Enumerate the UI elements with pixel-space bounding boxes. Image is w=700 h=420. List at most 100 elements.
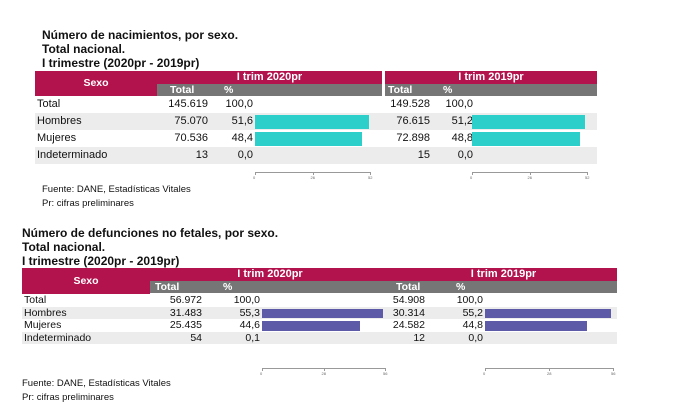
deaths-title-line-3: I trimestre (2020pr - 2019pr) [22,254,180,268]
deaths-table: Sexo I trim 2020pr I trim 2019pr Total %… [22,268,617,376]
deaths-period-2019-header: I trim 2019pr [390,268,617,281]
births-axis-tick-label: 0 [253,175,256,180]
births-pct-bar [255,115,370,129]
births-pct-value: 51,6 [231,115,253,127]
births-period-2020-header: I trim 2020pr [157,71,382,84]
births-row-label: Indeterminado [37,149,108,161]
deaths-total-value: 12 [413,331,425,344]
births-axis-tick [370,172,371,175]
births-row-label: Total [37,98,61,110]
births-row-label: Mujeres [37,132,77,144]
deaths-total-value: 54 [190,331,202,344]
births-total-value: 72.898 [396,132,430,144]
births-pct-value: 48,8 [451,132,473,144]
deaths-title-line-2: Total nacional. [22,240,106,254]
births-row-indeterminado: Indeterminado 13 0,0 15 0,0 [35,147,597,164]
deaths-pct-value: 44,8 [462,319,483,331]
deaths-row-label: Mujeres [24,319,62,331]
births-preliminary-note: Pr: cifras preliminares [42,198,134,209]
deaths-pct-bar [485,321,588,331]
births-period-2019-header: I trim 2019pr [385,71,597,84]
births-axis-tick-label: 26 [527,175,532,180]
births-axis-tick [255,172,256,175]
deaths-pct-bar [485,308,612,318]
deaths-row-label: Hombres [24,306,67,319]
deaths-axis-tick-label: 56 [383,371,388,376]
births-row-total: Total 145.619 100,0 149.528 100,0 [35,96,597,113]
births-total-value: 149.528 [390,98,430,110]
deaths-row-label: Total [24,294,47,306]
deaths-axis-tick [323,368,325,371]
births-axis-tick-label: 0 [470,175,473,180]
births-pct-value: 0,0 [457,149,473,161]
deaths-total-value: 25.435 [169,319,202,331]
deaths-source-note: Fuente: DANE, Estadísticas Vitales [22,378,171,389]
births-col-total-2019: Total [388,84,413,96]
births-subheader-2020: Total % [157,84,382,96]
deaths-row-mujeres: Mujeres 25.435 44,6 24.582 44,8 [22,319,617,332]
deaths-axis-tick [549,368,550,371]
births-col-total-2020: Total [170,84,195,96]
deaths-axis-tick [613,368,614,371]
births-total-value: 70.536 [174,132,208,144]
births-subheader-2019: Total % [385,84,597,96]
births-axis-tick [312,172,314,175]
deaths-axis-tick-label: 56 [611,371,616,376]
births-source-note: Fuente: DANE, Estadísticas Vitales [42,184,191,195]
deaths-row-total: Total 56.972 100,0 54.908 100,0 [22,294,617,307]
births-sexo-header: Sexo [35,71,157,96]
deaths-axis-tick-label: 28 [321,371,326,376]
deaths-title-line-1: Número de defunciones no fetales, por se… [22,226,279,240]
births-total-value: 145.619 [168,98,208,110]
deaths-pct-bar [262,308,384,318]
births-total-value: 13 [195,149,208,161]
deaths-subheader-2019: Total % [390,281,617,293]
births-pct-value: 0,0 [237,149,253,161]
births-axis-tick-label: 52 [368,175,373,180]
births-table: Sexo I trim 2020pr I trim 2019pr Total %… [35,71,597,180]
deaths-pct-value: 44,6 [239,319,260,331]
deaths-row-indeterminado: Indeterminado 54 0,1 12 0,0 [22,331,617,344]
deaths-pct-value: 0,1 [245,331,260,344]
births-axis-tick [529,172,531,175]
deaths-preliminary-note: Pr: cifras preliminares [22,392,114,403]
deaths-pct-value: 55,2 [462,306,483,319]
deaths-pct-value: 55,3 [239,306,260,319]
deaths-col-pct-2019: % [456,281,466,293]
births-pct-bar [472,132,580,146]
births-axis-tick [587,172,588,175]
deaths-total-value: 24.582 [392,319,425,331]
births-axis-tick [472,172,473,175]
deaths-sexo-header: Sexo [22,268,150,294]
deaths-axis-tick [385,368,386,371]
deaths-axis-tick-label: 28 [547,371,552,376]
births-pct-bar [255,132,363,146]
deaths-axis-tick [262,368,263,371]
births-total-value: 75.070 [174,115,208,127]
births-pct-value: 51,2 [451,115,473,127]
deaths-row-label: Indeterminado [24,331,92,344]
deaths-pct-value: 100,0 [456,294,483,306]
births-total-value: 15 [417,149,430,161]
deaths-axis-tick-label: 0 [483,371,486,376]
births-pct-value: 100,0 [445,98,473,110]
deaths-total-value: 56.972 [169,294,202,306]
births-axis-tick-label: 52 [585,175,590,180]
births-pct-bar [472,115,586,129]
deaths-total-value: 54.908 [392,294,425,306]
deaths-row-hombres: Hombres 31.483 55,3 30.314 55,2 [22,306,617,319]
births-row-mujeres: Mujeres 70.536 48,4 72.898 48,8 [35,130,597,147]
births-row-hombres: Hombres 75.070 51,6 76.615 51,2 [35,113,597,130]
deaths-period-2020-header: I trim 2020pr [150,268,390,281]
births-col-pct-2019: % [443,84,453,96]
deaths-col-total-2020: Total [155,281,180,293]
deaths-pct-value: 0,0 [468,331,483,344]
deaths-total-value: 31.483 [169,306,202,319]
births-row-label: Hombres [37,115,82,127]
deaths-subheader-2020: Total % [150,281,390,293]
deaths-axis-tick-label: 0 [260,371,263,376]
births-pct-value: 100,0 [225,98,253,110]
deaths-col-pct-2020: % [223,281,233,293]
births-total-value: 76.615 [396,115,430,127]
births-pct-value: 48,4 [231,132,253,144]
